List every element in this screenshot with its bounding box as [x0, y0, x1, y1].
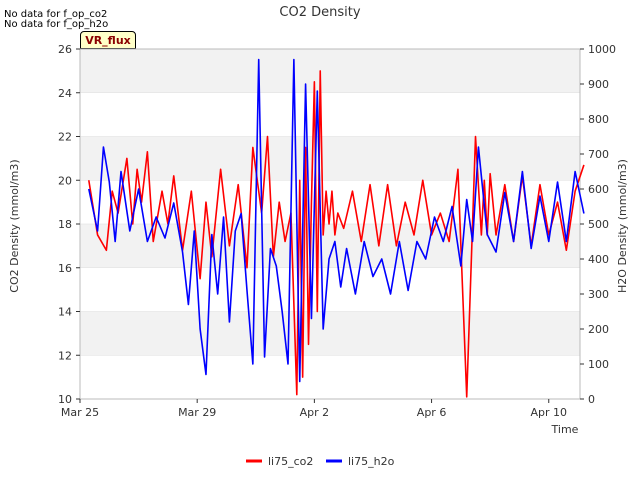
y-tick-label: 12 [58, 349, 72, 362]
y-tick-label: 22 [58, 131, 72, 144]
y2-tick-label: 0 [588, 393, 595, 406]
chart-title: CO2 Density [279, 5, 360, 20]
legend-label-h2o: li75_h2o [348, 455, 395, 468]
grid-bands [80, 48, 580, 400]
y2-tick-label: 700 [588, 148, 609, 161]
y2-axis-label: H2O Density (mmol/m3) [616, 159, 629, 293]
series-line-li75_co2 [87, 70, 585, 398]
y2-tick-label: 1000 [588, 43, 616, 56]
x-tick-label: Mar 25 [61, 406, 99, 419]
y2-tick-label: 600 [588, 183, 609, 196]
y2-tick-label: 100 [588, 358, 609, 371]
y2-tick-label: 400 [588, 253, 609, 266]
no-data-note-h2o: No data for f_op_h2o [4, 19, 109, 30]
x-tick-label: Apr 6 [417, 406, 447, 419]
y2-tick-label: 900 [588, 78, 609, 91]
y2-tick-label: 200 [588, 323, 609, 336]
x-tick-label: Mar 29 [178, 406, 216, 419]
y2-tick-label: 300 [588, 288, 609, 301]
y-tick-label: 24 [58, 87, 72, 100]
y2-tick-label: 800 [588, 113, 609, 126]
y-tick-label: 20 [58, 174, 72, 187]
no-data-note-co2: No data for f_op_co2 [4, 9, 108, 20]
y-axis-label: CO2 Density (mmol/m3) [8, 159, 21, 292]
y-tick-label: 16 [58, 262, 72, 275]
y2-tick-label: 500 [588, 218, 609, 231]
x-tick-label: Apr 10 [530, 406, 567, 419]
grid-band [80, 49, 580, 93]
legend-label-co2: li75_co2 [268, 455, 313, 468]
legend: li75_co2 li75_h2o [246, 455, 395, 468]
y-tick-label: 14 [58, 306, 72, 319]
y-tick-label: 18 [58, 218, 72, 231]
grid-band [80, 136, 580, 181]
x-axis-label: Time [551, 423, 579, 436]
series-line-li75_h2o [88, 58, 585, 383]
series-lines [87, 58, 585, 398]
axis-ticks: 10 12 14 16 18 20 22 24 26 0 100 200 300 400 500 600 700… [58, 43, 616, 419]
y-tick-label: 10 [58, 393, 72, 406]
x-tick-label: Apr 2 [300, 406, 330, 419]
y-tick-label: 26 [58, 43, 72, 56]
grid-band [80, 311, 580, 356]
